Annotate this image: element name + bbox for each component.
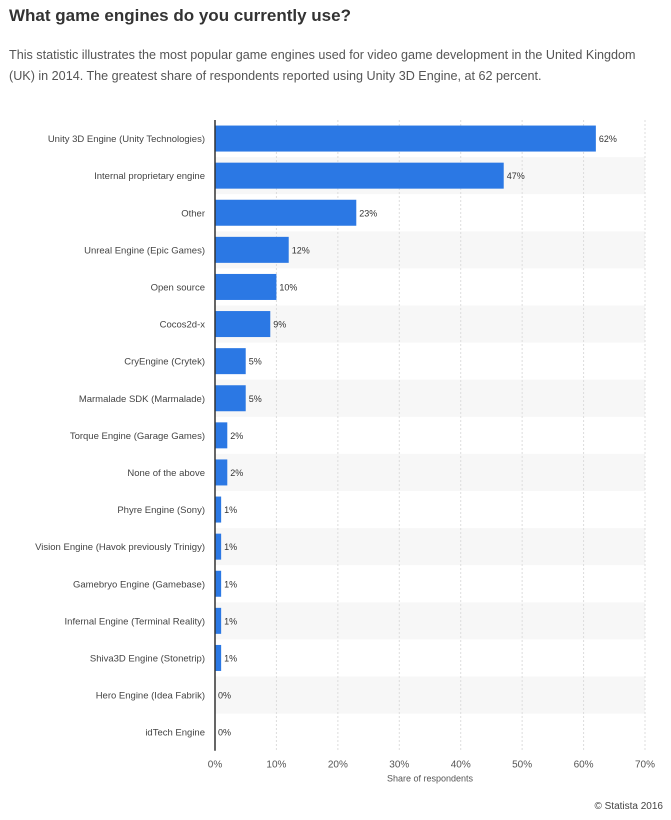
category-label: Unreal Engine (Epic Games) bbox=[84, 245, 205, 256]
bar bbox=[215, 199, 357, 226]
data-label: 5% bbox=[249, 357, 262, 367]
x-tick-label: 40% bbox=[451, 760, 471, 771]
bar-chart: 0% 10% 20% 30% 40% 50% 60% 70% Share of responde… bbox=[35, 120, 655, 784]
category-label: Phyre Engine (Sony) bbox=[117, 505, 205, 516]
category-label: Infernal Engine (Terminal Reality) bbox=[65, 616, 205, 627]
bar bbox=[215, 236, 289, 263]
bar bbox=[215, 533, 222, 560]
data-label: 2% bbox=[230, 431, 243, 441]
bar bbox=[215, 348, 246, 375]
data-label: 12% bbox=[292, 245, 310, 255]
category-label: None of the above bbox=[127, 468, 205, 479]
category-label: Unity 3D Engine (Unity Technologies) bbox=[48, 134, 205, 145]
row-stripe bbox=[215, 676, 645, 714]
row-stripe bbox=[215, 528, 645, 566]
row-stripe bbox=[215, 602, 645, 640]
x-tick-label: 0% bbox=[208, 760, 223, 771]
category-label: Hero Engine (Idea Fabrik) bbox=[96, 691, 205, 702]
category-label: Marmalade SDK (Marmalade) bbox=[79, 394, 205, 405]
row-stripe bbox=[215, 379, 645, 417]
data-label: 23% bbox=[359, 208, 377, 218]
x-tick-label: 20% bbox=[328, 760, 348, 771]
category-label: Open source bbox=[151, 282, 205, 293]
data-label: 1% bbox=[224, 653, 237, 663]
bar bbox=[215, 311, 271, 338]
bar bbox=[215, 162, 504, 189]
category-label: CryEngine (Crytek) bbox=[124, 357, 205, 368]
bar bbox=[215, 422, 228, 449]
category-label: Torque Engine (Garage Games) bbox=[70, 431, 205, 442]
x-tick-label: 30% bbox=[389, 760, 409, 771]
category-label: idTech Engine bbox=[145, 728, 205, 739]
bar bbox=[215, 125, 596, 152]
x-tick-label: 70% bbox=[635, 760, 655, 771]
data-label: 5% bbox=[249, 394, 262, 404]
x-tick-label: 10% bbox=[266, 760, 286, 771]
x-axis-label: Share of respondents bbox=[387, 774, 474, 784]
bar bbox=[215, 496, 222, 523]
category-label: Gamebryo Engine (Gamebase) bbox=[73, 579, 205, 590]
data-label: 62% bbox=[599, 134, 617, 144]
category-label: Vision Engine (Havok previously Trinigy) bbox=[35, 542, 205, 553]
data-label: 1% bbox=[224, 579, 237, 589]
data-label: 47% bbox=[507, 171, 525, 181]
category-label: Cocos2d-x bbox=[160, 320, 206, 331]
category-label: Other bbox=[181, 208, 205, 219]
data-label: 2% bbox=[230, 468, 243, 478]
data-label: 0% bbox=[218, 691, 231, 701]
bar bbox=[215, 607, 222, 634]
x-tick-label: 50% bbox=[512, 760, 532, 771]
chart-description: This statistic illustrates the most popu… bbox=[9, 48, 636, 83]
bar bbox=[215, 459, 228, 486]
statista-credit[interactable]: © Statista 2016 bbox=[594, 801, 663, 812]
data-label: 1% bbox=[224, 542, 237, 552]
data-label: 0% bbox=[218, 728, 231, 738]
data-label: 1% bbox=[224, 505, 237, 515]
category-label: Internal proprietary engine bbox=[94, 171, 205, 182]
row-stripe bbox=[215, 453, 645, 491]
bar bbox=[215, 273, 277, 300]
data-label: 10% bbox=[279, 282, 297, 292]
bar bbox=[215, 385, 246, 412]
row-stripe bbox=[215, 305, 645, 343]
bar bbox=[215, 570, 222, 597]
x-tick-label: 60% bbox=[574, 760, 594, 771]
category-label: Shiva3D Engine (Stonetrip) bbox=[90, 653, 205, 664]
data-label: 9% bbox=[273, 320, 286, 330]
bar bbox=[215, 644, 222, 671]
chart-title: What game engines do you currently use? bbox=[9, 6, 351, 25]
data-label: 1% bbox=[224, 616, 237, 626]
